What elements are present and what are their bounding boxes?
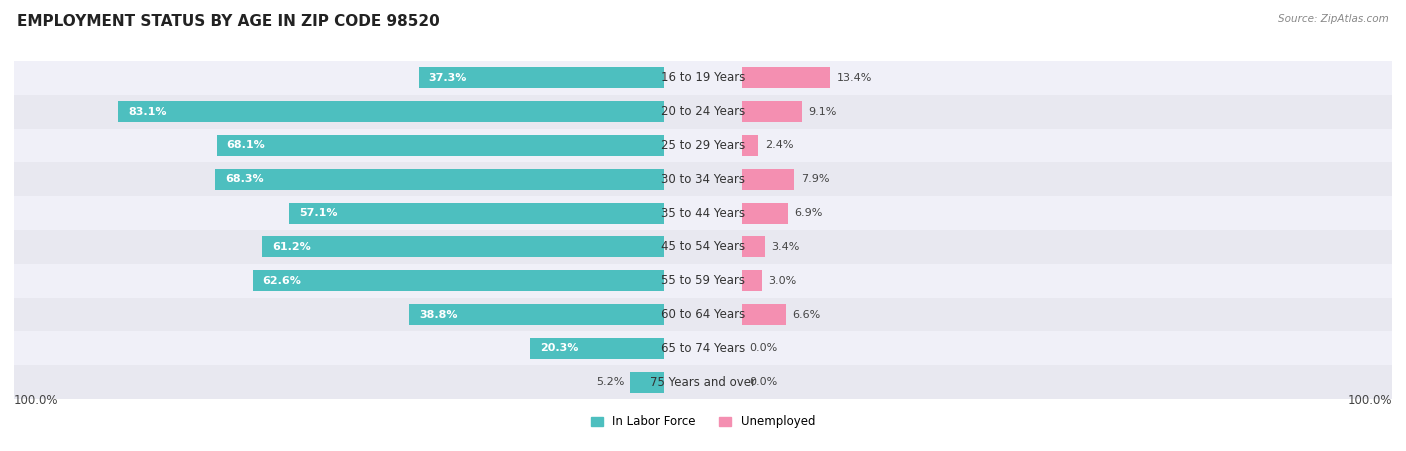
Bar [742,304,786,325]
Bar [419,67,664,88]
Bar [742,169,794,190]
Bar [14,61,1392,95]
Text: 13.4%: 13.4% [837,73,872,83]
Text: 35 to 44 Years: 35 to 44 Years [661,207,745,220]
Text: 0.0%: 0.0% [749,377,778,387]
Text: 37.3%: 37.3% [429,73,467,83]
Bar [14,230,1392,264]
Text: 20.3%: 20.3% [540,343,579,354]
Text: 55 to 59 Years: 55 to 59 Years [661,274,745,287]
Text: 6.6%: 6.6% [792,309,821,320]
Bar [630,372,664,393]
Bar [217,135,664,156]
Legend: In Labor Force, Unemployed: In Labor Force, Unemployed [591,415,815,428]
Text: 65 to 74 Years: 65 to 74 Years [661,342,745,355]
Text: 7.9%: 7.9% [801,174,830,184]
Text: 68.1%: 68.1% [226,140,266,151]
Bar [742,270,762,291]
Bar [14,331,1392,365]
Bar [742,101,801,122]
Bar [290,202,664,224]
Text: 20 to 24 Years: 20 to 24 Years [661,105,745,118]
Bar [14,298,1392,331]
Text: EMPLOYMENT STATUS BY AGE IN ZIP CODE 98520: EMPLOYMENT STATUS BY AGE IN ZIP CODE 985… [17,14,440,28]
Text: 5.2%: 5.2% [596,377,624,387]
Bar [14,365,1392,399]
Bar [215,169,664,190]
Bar [409,304,664,325]
Text: 45 to 54 Years: 45 to 54 Years [661,240,745,253]
Bar [14,129,1392,162]
Text: Source: ZipAtlas.com: Source: ZipAtlas.com [1278,14,1389,23]
Bar [14,264,1392,298]
Text: 2.4%: 2.4% [765,140,793,151]
Text: 38.8%: 38.8% [419,309,457,320]
Text: 62.6%: 62.6% [263,276,302,286]
Bar [14,95,1392,129]
Text: 68.3%: 68.3% [225,174,264,184]
Text: 75 Years and over: 75 Years and over [650,376,756,389]
Text: 25 to 29 Years: 25 to 29 Years [661,139,745,152]
Bar [742,202,787,224]
Text: 61.2%: 61.2% [271,242,311,252]
Text: 16 to 19 Years: 16 to 19 Years [661,71,745,84]
Text: 0.0%: 0.0% [749,343,778,354]
Bar [14,196,1392,230]
Bar [118,101,664,122]
Text: 3.4%: 3.4% [772,242,800,252]
Text: 100.0%: 100.0% [1347,394,1392,407]
Bar [530,338,664,359]
Text: 57.1%: 57.1% [299,208,337,218]
Text: 6.9%: 6.9% [794,208,823,218]
Text: 3.0%: 3.0% [769,276,797,286]
Text: 9.1%: 9.1% [808,106,837,117]
Text: 100.0%: 100.0% [14,394,59,407]
Bar [253,270,664,291]
Bar [742,135,758,156]
Bar [14,162,1392,196]
Bar [742,236,765,258]
Text: 30 to 34 Years: 30 to 34 Years [661,173,745,186]
Text: 83.1%: 83.1% [128,106,167,117]
Bar [742,67,831,88]
Text: 60 to 64 Years: 60 to 64 Years [661,308,745,321]
Bar [262,236,664,258]
